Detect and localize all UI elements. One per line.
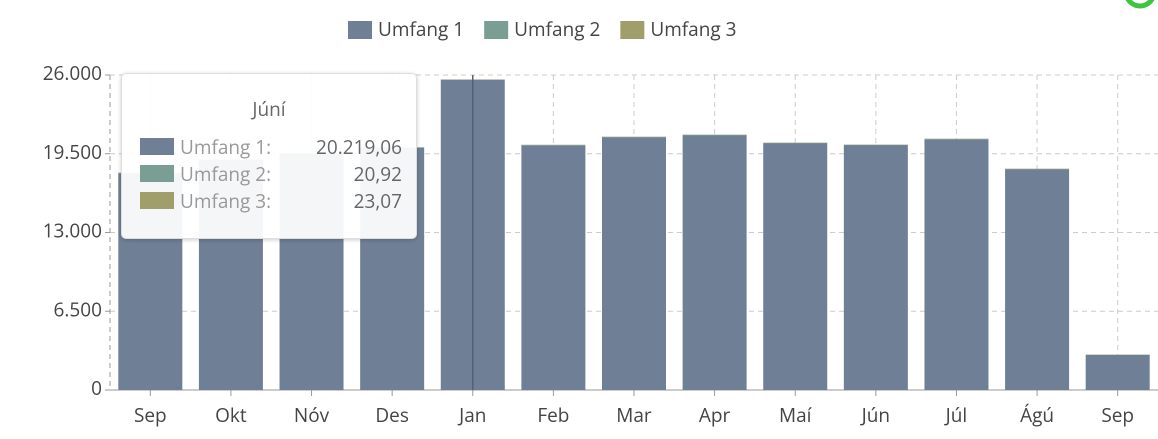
bar (683, 135, 747, 390)
bar (1086, 355, 1150, 390)
tooltip-swatch (140, 165, 174, 182)
tooltip-value: 20,92 (354, 161, 402, 187)
bar (521, 145, 585, 390)
y-tick-label: 26.000 (43, 60, 102, 86)
x-tick-label: Mar (616, 402, 652, 428)
x-tick-label: Feb (537, 402, 569, 428)
x-tick-label: Sep (1101, 402, 1134, 428)
tooltip-row: Umfang 2: 20,92 (140, 161, 402, 187)
bar (924, 139, 988, 390)
tooltip-swatch (140, 138, 174, 155)
tooltip-label: Umfang 3: (180, 188, 271, 214)
legend-label: Umfang 3 (650, 16, 736, 42)
legend-swatch (484, 21, 508, 39)
x-tick-label: Júl (944, 402, 968, 428)
x-tick-label: Nóv (294, 402, 330, 428)
x-tick-label: Sep (134, 402, 167, 428)
bar (602, 137, 666, 390)
y-tick-label: 6.500 (54, 296, 102, 322)
legend-swatch (620, 21, 644, 39)
tooltip-row: Umfang 3: 23,07 (140, 188, 402, 214)
status-icon (1126, 0, 1154, 6)
x-tick-label: Maí (779, 402, 813, 428)
tooltip-value: 23,07 (354, 188, 402, 214)
tooltip-label: Umfang 1: (180, 134, 271, 160)
tooltip-title: Júní (122, 96, 416, 122)
tooltip-value: 20.219,06 (316, 134, 402, 160)
x-tick-label: Jún (860, 402, 890, 428)
x-tick-label: Jan (457, 402, 486, 428)
x-tick-label: Apr (699, 402, 731, 428)
tooltip-row: Umfang 1: 20.219,06 (140, 134, 402, 160)
y-tick-label: 19.500 (43, 139, 102, 165)
bar (763, 143, 827, 390)
tooltip-label: Umfang 2: (180, 161, 271, 187)
y-tick-label: 0 (91, 375, 102, 401)
x-tick-label: Ágú (1020, 402, 1054, 428)
x-tick-label: Okt (215, 402, 247, 428)
y-tick-label: 13.000 (43, 218, 102, 244)
legend-swatch (348, 21, 372, 39)
bar (1005, 169, 1069, 390)
bar (844, 145, 908, 390)
legend-label: Umfang 1 (378, 16, 464, 42)
x-tick-label: Des (375, 402, 409, 428)
legend-label: Umfang 2 (514, 16, 600, 42)
tooltip-swatch (140, 192, 174, 209)
